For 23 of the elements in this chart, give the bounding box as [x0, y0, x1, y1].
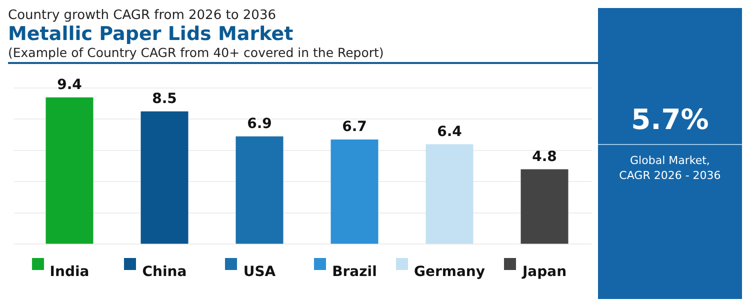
- bar: [46, 97, 94, 244]
- bar: [236, 136, 284, 244]
- data-label: 6.9: [247, 116, 272, 132]
- bar: [330, 140, 378, 244]
- data-label: 4.8: [532, 148, 557, 165]
- data-label: 9.4: [57, 77, 82, 94]
- x-tick-label: Japan: [521, 264, 567, 280]
- chart-subtitle: Country growth CAGR from 2026 to 2036: [8, 8, 277, 23]
- data-label: 6.4: [437, 124, 462, 140]
- x-tick-label: Germany: [414, 264, 486, 280]
- bar: [140, 111, 188, 244]
- x-tick-label: China: [142, 264, 187, 280]
- text: Global Market, CAGR 2026 - 2036: [619, 153, 721, 183]
- bar: [520, 169, 568, 244]
- data-label: 6.7: [342, 119, 367, 136]
- chart-title: Metallic Paper Lids Market: [8, 23, 294, 45]
- x-tick-label: USA: [243, 264, 276, 280]
- text: (Example of Country CAGR from 40+ covered in the Report): [8, 45, 385, 60]
- x-tick-label: Brazil: [332, 264, 377, 280]
- data-label: 8.5: [152, 91, 177, 108]
- x-tick-label: India: [50, 264, 90, 280]
- text: 5.7%: [631, 103, 709, 136]
- bar: [426, 144, 474, 244]
